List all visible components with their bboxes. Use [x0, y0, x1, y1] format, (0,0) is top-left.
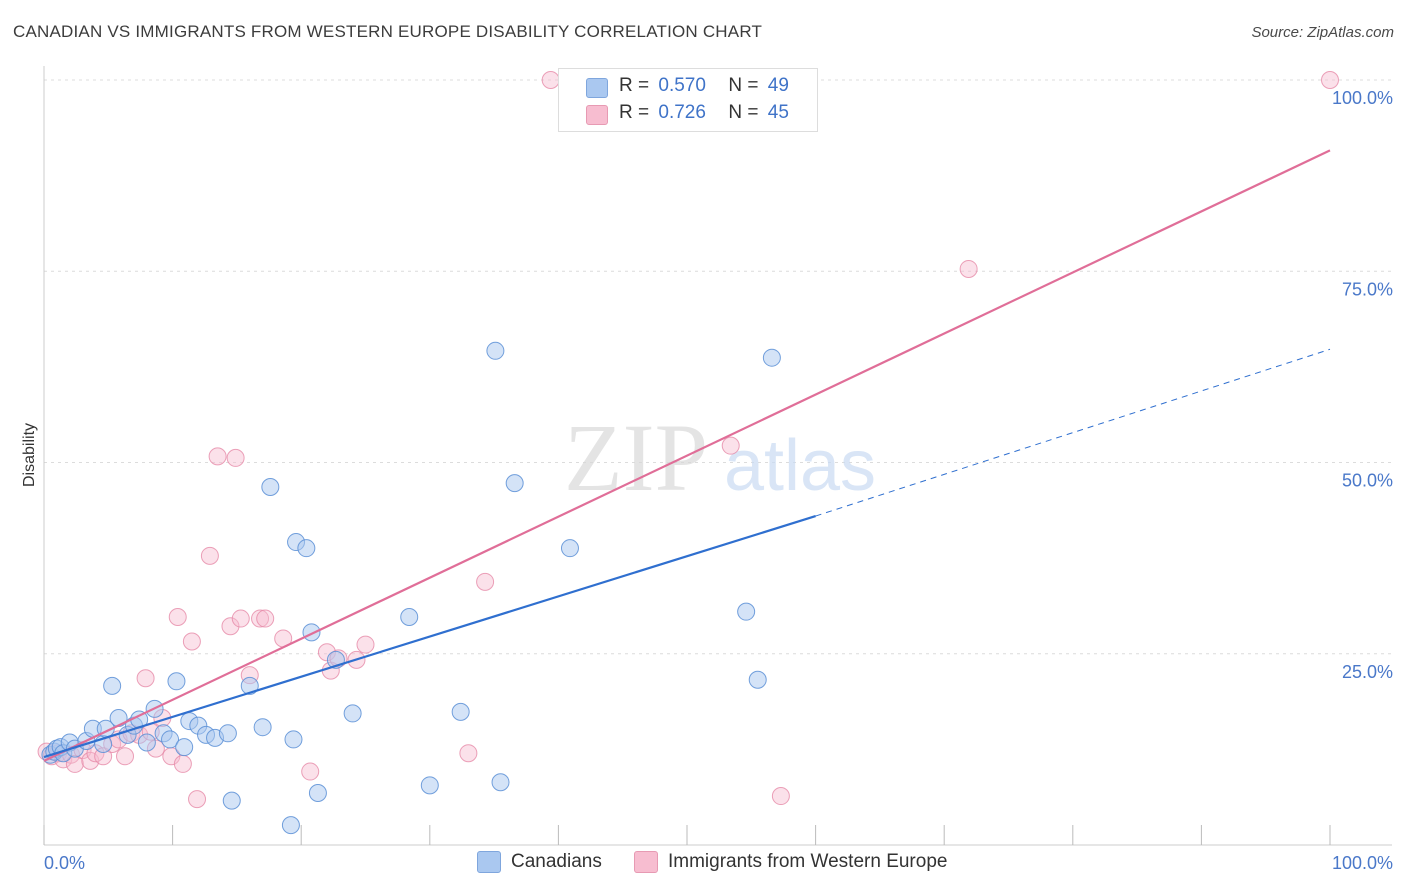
legend-n-label: N = [728, 75, 759, 96]
series-label: Canadians [511, 851, 602, 872]
data-point-immigrants [301, 762, 320, 781]
y-tick-label: 75.0% [1342, 279, 1393, 299]
data-point-canadians [560, 539, 579, 558]
data-point-immigrants [459, 744, 478, 763]
data-point-canadians [137, 733, 156, 752]
trend-line-immigrants [43, 149, 1331, 762]
data-point-canadians [281, 816, 300, 835]
legend-swatch-pink [586, 105, 608, 125]
data-point-immigrants [231, 609, 250, 628]
data-point-canadians [222, 791, 241, 810]
chart-title: CANADIAN VS IMMIGRANTS FROM WESTERN EURO… [13, 22, 763, 41]
tick-labels: 25.0% 50.0% 75.0% 100.0% 0.0% 100.0% [44, 88, 1393, 873]
y-tick-label: 25.0% [1342, 662, 1393, 682]
data-point-canadians [103, 676, 122, 695]
source-credit: Source: ZipAtlas.com [1251, 24, 1394, 41]
data-point-immigrants [208, 447, 227, 466]
data-point-immigrants [200, 546, 219, 565]
data-point-immigrants [168, 608, 187, 627]
trend-lines [43, 149, 1331, 762]
data-point-canadians [297, 539, 316, 558]
legend-n-label: N = [728, 102, 759, 123]
grid-lines [44, 79, 1392, 655]
data-point-canadians [161, 730, 180, 749]
data-point-immigrants [476, 572, 495, 591]
series-label: Immigrants from Western Europe [668, 851, 948, 872]
data-point-immigrants [182, 632, 201, 651]
data-point-immigrants [771, 787, 790, 806]
series-legend-canadians: Canadians [477, 851, 602, 873]
y-tick-label: 50.0% [1342, 471, 1393, 491]
data-point-canadians [302, 623, 321, 642]
data-point-immigrants [116, 747, 135, 766]
data-point-immigrants [221, 617, 240, 636]
data-point-canadians [167, 672, 186, 691]
data-point-canadians [420, 776, 439, 795]
data-point-immigrants [356, 635, 375, 654]
data-point-immigrants [136, 669, 155, 688]
data-point-canadians [400, 608, 419, 627]
legend-row-blue: R = 0.570 N = 49 [619, 73, 789, 99]
data-point-canadians [109, 709, 128, 728]
trend-line-canadians [43, 515, 816, 759]
legend-n-value: 49 [767, 75, 789, 96]
legend-swatch-blue [586, 78, 608, 98]
data-point-canadians [343, 704, 362, 723]
legend-r-label: R = [619, 102, 650, 123]
data-point-canadians [308, 783, 327, 802]
data-point-immigrants [541, 71, 560, 89]
correlation-legend: R = 0.570 N = 49 R = 0.726 N = 45 [558, 68, 818, 132]
data-point-canadians [284, 730, 303, 749]
data-point-immigrants [173, 754, 192, 773]
data-point-canadians [491, 773, 510, 792]
watermark: ZIP atlas [564, 404, 876, 511]
data-point-canadians [261, 477, 280, 496]
legend-n-value: 45 [767, 102, 789, 123]
watermark-atlas: atlas [724, 426, 876, 506]
blue-series-points [41, 341, 781, 835]
watermark-zip: ZIP [564, 404, 708, 511]
data-point-canadians [451, 702, 470, 721]
trend-line-canadians-extension [815, 348, 1331, 517]
axes [43, 66, 1392, 846]
legend-r-value: 0.726 [658, 102, 706, 123]
legend-r-value: 0.570 [658, 75, 706, 96]
legend-row-pink: R = 0.726 N = 45 [619, 100, 789, 126]
data-point-canadians [240, 676, 259, 695]
y-tick-label: 100.0% [1332, 88, 1393, 108]
series-legend: Canadians Immigrants from Western Europe [0, 851, 1406, 877]
data-point-immigrants [226, 448, 245, 467]
data-point-canadians [762, 348, 781, 367]
data-point-immigrants [959, 259, 978, 278]
legend-r-label: R = [619, 75, 650, 96]
data-point-immigrants [188, 790, 207, 809]
data-point-canadians [218, 724, 237, 743]
data-point-immigrants [721, 436, 740, 455]
data-point-canadians [486, 341, 505, 360]
x-tick-label: 0.0% [44, 853, 85, 873]
data-point-immigrants [251, 609, 270, 628]
data-point-immigrants [1321, 71, 1339, 89]
y-axis-label: Disability [21, 423, 38, 487]
series-swatch-pink [634, 851, 658, 873]
data-point-canadians [505, 474, 524, 493]
data-point-canadians [748, 670, 767, 689]
series-legend-immigrants: Immigrants from Western Europe [634, 851, 947, 873]
series-swatch-blue [477, 851, 501, 873]
data-point-canadians [737, 602, 756, 621]
x-tick-label: 100.0% [1332, 853, 1393, 873]
data-point-canadians [175, 738, 194, 757]
data-point-canadians [253, 718, 272, 737]
data-point-immigrants [256, 609, 275, 628]
